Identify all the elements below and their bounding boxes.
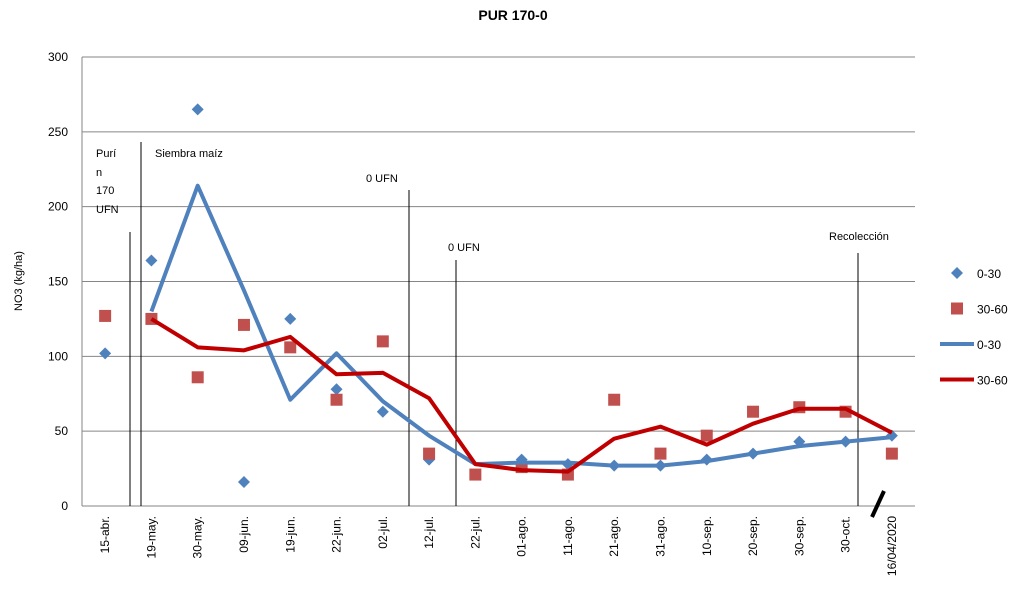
y-tick-label: 0 (61, 499, 68, 513)
y-tick-label: 50 (55, 424, 69, 438)
legend-marker (951, 302, 963, 315)
annotation: Purí (96, 148, 116, 160)
point (237, 476, 250, 489)
x-tick-label: 12-jul. (422, 516, 436, 549)
x-tick-label: 20-sep. (746, 516, 760, 556)
point (99, 347, 112, 360)
point (747, 405, 760, 418)
annotation: 170 (96, 185, 114, 197)
x-tick-label: 19-jun. (283, 516, 297, 553)
point (423, 447, 436, 460)
point (237, 318, 250, 331)
y-tick-label: 300 (48, 50, 68, 64)
x-tick-label: 19-may. (144, 516, 158, 558)
axis-break (870, 490, 886, 518)
y-tick-label: 100 (48, 349, 68, 363)
y-tick-label: 150 (48, 275, 68, 289)
grid (81, 56, 915, 507)
point (330, 393, 343, 406)
annotation: n (96, 167, 102, 179)
point (700, 429, 713, 442)
annotations: Purí n 170 UFN Siembra maíz 0 UFN 0 UFN … (96, 142, 889, 518)
legend-label: 30-60 (977, 374, 1008, 388)
y-tick-label: 200 (48, 200, 68, 214)
x-tick-label: 02-jul. (376, 516, 390, 549)
x-tick-label: 15-abr. (98, 516, 112, 553)
annotation: 0 UFN (366, 173, 398, 185)
x-tick-label: 01-ago. (515, 516, 529, 557)
x-tick-label: 31-ago. (653, 516, 667, 557)
point (191, 371, 204, 384)
x-tick-label: 09-jun. (237, 516, 251, 553)
y-axis-label: NO3 (kg/ha) (13, 251, 25, 311)
line (149, 183, 893, 468)
point (608, 393, 621, 406)
x-tick-label: 11-ago. (561, 516, 575, 556)
x-tick-label: 16/04/2020 (885, 516, 899, 576)
point (145, 254, 158, 267)
x-tick-label: 30-sep. (792, 516, 806, 556)
point (330, 383, 343, 396)
point (469, 468, 482, 481)
point (885, 447, 898, 460)
annotation: Recolección (829, 231, 889, 243)
point (99, 309, 112, 322)
x-tick-label: 30-oct. (839, 516, 853, 553)
legend-label: 30-60 (977, 303, 1008, 317)
x-tick-label: 21-ago. (607, 516, 621, 557)
point (654, 447, 667, 460)
line (150, 317, 893, 474)
chart-title: PUR 170-0 (478, 7, 547, 23)
point (191, 103, 204, 116)
point (376, 335, 389, 348)
x-tick-label: 22-jun. (330, 516, 344, 553)
legend-label: 0-30 (977, 338, 1001, 352)
annotation: UFN (96, 204, 119, 216)
legend-marker (951, 267, 963, 279)
point (284, 341, 297, 354)
x-tick-label: 10-sep. (700, 516, 714, 556)
x-tick-label: 22-jul. (468, 516, 482, 549)
point (376, 405, 389, 418)
x-tick-label: 30-may. (191, 516, 205, 558)
y-tick-label: 250 (48, 125, 68, 139)
annotation: 0 UFN (448, 242, 480, 254)
point (284, 312, 297, 325)
legend-label: 0-30 (977, 267, 1001, 281)
annotation: Siembra maíz (155, 148, 223, 160)
